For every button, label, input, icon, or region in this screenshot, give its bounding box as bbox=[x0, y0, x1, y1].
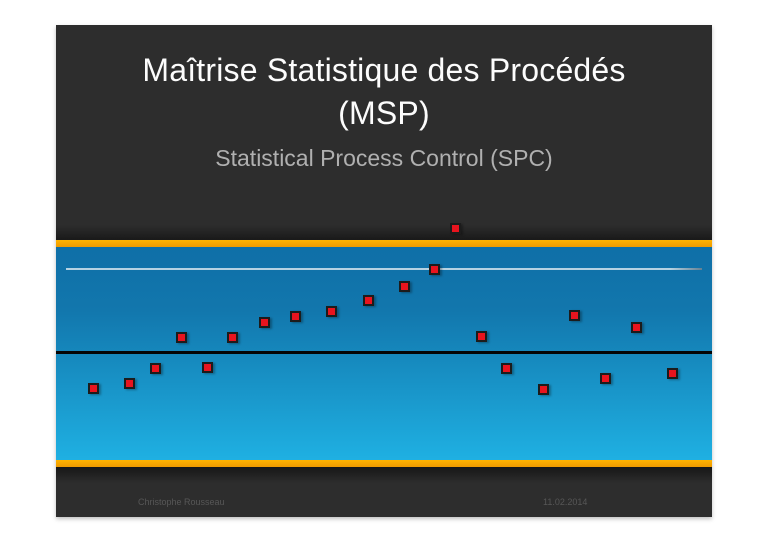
data-point bbox=[175, 331, 187, 343]
band-bottom-border bbox=[56, 460, 712, 467]
data-point bbox=[475, 331, 487, 342]
data-point bbox=[600, 373, 611, 384]
band-top-shadow bbox=[56, 225, 712, 240]
data-point bbox=[258, 316, 270, 328]
band-top-border bbox=[56, 240, 712, 247]
data-point bbox=[226, 331, 238, 343]
band-bottom-shadow bbox=[56, 467, 712, 483]
data-point bbox=[325, 306, 337, 317]
data-point bbox=[398, 280, 410, 292]
data-point bbox=[568, 310, 580, 321]
data-point bbox=[87, 383, 99, 394]
slide: Maîtrise Statistique des Procédés (MSP) … bbox=[56, 25, 712, 517]
data-point bbox=[201, 362, 213, 373]
data-point bbox=[501, 362, 512, 374]
data-point bbox=[537, 383, 549, 395]
data-point bbox=[149, 362, 161, 374]
data-point bbox=[428, 264, 440, 275]
title-block: Maîtrise Statistique des Procédés (MSP) bbox=[86, 49, 682, 135]
data-point bbox=[449, 222, 461, 234]
data-points-layer bbox=[56, 25, 712, 517]
data-point bbox=[124, 377, 135, 389]
slide-subtitle: Statistical Process Control (SPC) bbox=[215, 145, 553, 171]
slide-title: Maîtrise Statistique des Procédés (MSP) bbox=[142, 52, 626, 132]
data-point bbox=[631, 321, 642, 333]
center-line bbox=[56, 351, 712, 354]
upper-control-limit-line bbox=[66, 268, 702, 270]
data-point bbox=[362, 295, 374, 306]
slide-date: 11.02.2014 bbox=[543, 497, 588, 507]
control-chart bbox=[56, 25, 712, 517]
data-point bbox=[289, 310, 301, 322]
author-credit: Christophe Rousseau bbox=[138, 497, 225, 507]
data-point bbox=[667, 367, 678, 379]
